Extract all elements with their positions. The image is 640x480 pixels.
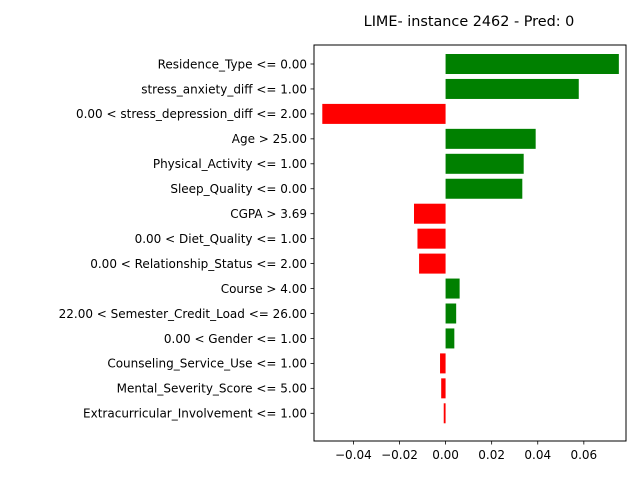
bar-8 [419,253,446,274]
bar-7 [417,228,446,249]
bar-3 [445,128,536,149]
y-tick-label-11: 0.00 < Gender <= 1.00 [164,332,307,346]
x-axis: −0.04 −0.02 0.00 0.02 0.04 0.06 [335,441,597,462]
y-tick-label-14: Extracurricular_Involvement <= 1.00 [83,407,307,421]
bar-5 [445,178,523,199]
y-tick-label-10: 22.00 < Semester_Credit_Load <= 26.00 [59,307,307,321]
bar-11 [445,328,455,349]
y-tick-label-12: Counseling_Service_Use <= 1.00 [107,357,307,371]
x-tick-label-5: 0.06 [570,448,597,462]
bar-4 [445,153,524,174]
y-tick-label-7: 0.00 < Diet_Quality <= 1.00 [135,232,307,246]
x-tick-label-1: −0.02 [381,448,418,462]
bar-6 [414,203,446,224]
bar-0 [445,54,619,74]
chart-title: LIME- instance 2462 - Pred: 0 [364,14,575,30]
x-tick-label-2: 0.00 [432,448,459,462]
y-tick-label-5: Sleep_Quality <= 0.00 [170,182,307,196]
bar-13 [441,378,446,399]
y-tick-label-13: Mental_Severity_Score <= 5.00 [117,382,307,396]
bar-2 [322,103,446,124]
y-tick-label-8: 0.00 < Relationship_Status <= 2.00 [90,257,307,271]
bar-1 [445,78,579,99]
y-tick-label-1: stress_anxiety_diff <= 1.00 [141,82,307,96]
bar-14 [443,403,446,424]
y-tick-label-9: Course > 4.00 [221,282,307,296]
y-tick-label-3: Age > 25.00 [232,132,307,146]
plot-frame [313,44,627,442]
bars-group [322,54,619,424]
y-tick-label-2: 0.00 < stress_depression_diff <= 2.00 [76,107,307,121]
bar-9 [445,278,460,299]
x-tick-label-3: 0.02 [478,448,505,462]
bar-12 [440,353,446,374]
bar-10 [445,303,457,324]
x-tick-label-0: −0.04 [335,448,372,462]
y-tick-label-4: Physical_Activity <= 1.00 [153,157,307,171]
y-axis: Residence_Type <= 0.00 stress_anxiety_dif… [59,57,314,421]
x-tick-label-4: 0.04 [524,448,551,462]
y-tick-label-0: Residence_Type <= 0.00 [158,57,307,71]
y-tick-label-6: CGPA > 3.69 [230,207,307,221]
